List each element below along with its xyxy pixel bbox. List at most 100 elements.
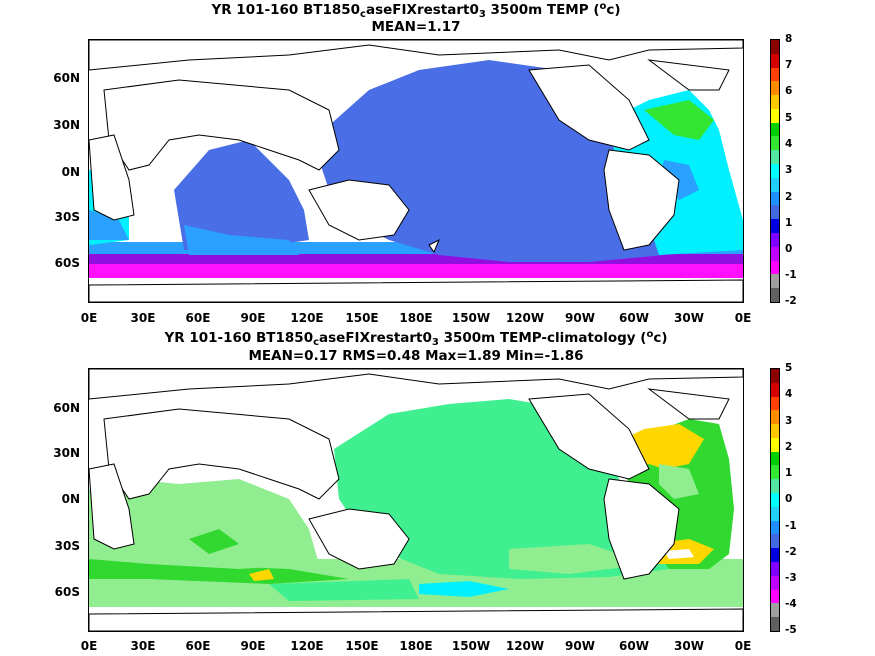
colorbar-segment <box>771 81 779 96</box>
panel2-title-sub2: 3 <box>431 337 439 348</box>
panel2-cbar-label: 3 <box>785 415 793 427</box>
colorbar-segment <box>771 561 779 576</box>
panel2-cbar-label: -2 <box>785 546 797 558</box>
colorbar-segment <box>771 506 779 521</box>
colorbar-segment <box>771 53 779 68</box>
panel2-xtick: 120W <box>505 639 545 653</box>
panel1-xtick: 150W <box>451 311 491 325</box>
panel1-title-post: 3500m TEMP ( <box>485 2 600 18</box>
colorbar-segment <box>771 108 779 123</box>
panel1-ytick-60n: 60N <box>53 71 80 85</box>
panel1-ytick-60s: 60S <box>54 256 80 270</box>
colorbar-segment <box>771 191 779 206</box>
panel2-xtick: 0E <box>734 639 752 653</box>
panel2-xtick: 30E <box>130 639 156 653</box>
colorbar-segment <box>771 575 779 590</box>
panel2-xtick: 120E <box>290 639 324 653</box>
panel1-xtick: 120E <box>290 311 324 325</box>
colorbar-segment <box>771 67 779 82</box>
panel1-cbar-label: 0 <box>785 243 793 255</box>
colorbar-segment <box>771 548 779 562</box>
panel1-title-sub2: 3 <box>478 9 486 20</box>
panel2-title-end: c) <box>653 330 668 346</box>
colorbar-segment <box>771 479 779 494</box>
panel2-xtick: 60E <box>185 639 211 653</box>
panel2-title-mid: aseFIXrestart0 <box>319 330 432 346</box>
panel1-xtick: 0E <box>734 311 752 325</box>
panel2-xtick: 60W <box>619 639 649 653</box>
panel2-ytick-60s: 60S <box>54 585 80 599</box>
panel1-xtick: 60E <box>185 311 211 325</box>
colorbar-segment <box>771 260 779 275</box>
colorbar-segment <box>771 437 779 452</box>
panel1-xtick: 0E <box>80 311 98 325</box>
panel2-cbar-label: 2 <box>785 441 793 453</box>
panel1-cbar-label: 1 <box>785 217 793 229</box>
colorbar-segment <box>771 95 779 109</box>
panel2-cbar-label: 4 <box>785 388 793 400</box>
panel1-map-svg <box>89 40 743 302</box>
colorbar-segment <box>771 617 779 631</box>
panel2-cbar-label: 5 <box>785 362 793 374</box>
panel1-xtick: 60W <box>619 311 649 325</box>
panel1-xtick: 30W <box>674 311 704 325</box>
colorbar-segment <box>771 410 779 425</box>
panel1-cbar-label: 7 <box>785 59 793 71</box>
panel1-xtick: 180E <box>399 311 433 325</box>
panel1-cbar-label: 4 <box>785 138 793 150</box>
colorbar-segment <box>771 274 779 289</box>
panel2-cbar-label: -5 <box>785 624 797 636</box>
panel1-cbar-label: -2 <box>785 295 797 307</box>
panel2-xtick: 90W <box>565 639 595 653</box>
panel1-xtick: 90E <box>240 311 266 325</box>
panel1-xtick: 90W <box>565 311 595 325</box>
panel2-title-text: YR 101-160 BT1850 <box>164 330 314 346</box>
panel2-cbar-label: -3 <box>785 572 797 584</box>
panel1-ytick-0n: 0N <box>61 165 80 179</box>
panel2-colorbar <box>770 368 780 632</box>
panel2-cbar-label: 1 <box>785 467 793 479</box>
colorbar-segment <box>771 424 779 438</box>
panel2-xtick: 150E <box>345 639 379 653</box>
panel2-cbar-label: 0 <box>785 493 793 505</box>
panel1-title-mid: aseFIXrestart0 <box>365 2 479 18</box>
panel2-xtick: 30W <box>674 639 704 653</box>
colorbar-segment <box>771 369 779 383</box>
panel1-cbar-label: 8 <box>785 33 793 45</box>
panel1-title-sub: c <box>360 9 366 20</box>
panel1-title-sup: o <box>599 1 607 12</box>
panel2-title-sub: c <box>313 337 320 348</box>
panel2-title-sup: o <box>646 329 654 340</box>
panel2-map <box>88 368 744 632</box>
panel1-cbar-label: 2 <box>785 191 793 203</box>
panel1-ytick-30s: 30S <box>54 210 80 224</box>
colorbar-segment <box>771 136 779 151</box>
panel1-title-end: c) <box>606 2 621 18</box>
panel2-ytick-30n: 30N <box>53 446 80 460</box>
colorbar-segment <box>771 177 779 192</box>
panel1-ytick-30n: 30N <box>53 118 80 132</box>
panel2-xtick: 90E <box>240 639 266 653</box>
panel2-cbar-label: -1 <box>785 520 797 532</box>
panel1-xtick: 120W <box>505 311 545 325</box>
panel2-stats: MEAN=0.17 RMS=0.48 Max=1.89 Min=-1.86 <box>248 348 584 364</box>
panel1-cbar-label: 6 <box>785 85 793 97</box>
colorbar-segment <box>771 205 779 220</box>
colorbar-segment <box>771 396 779 411</box>
colorbar-segment <box>771 40 779 54</box>
colorbar-segment <box>771 493 779 507</box>
colorbar-segment <box>771 589 779 604</box>
panel2-title: YR 101-160 BT1850caseFIXrestart03 3500m … <box>88 326 744 351</box>
panel2-title-post: 3500m TEMP-climatology ( <box>438 330 647 346</box>
colorbar-segment <box>771 122 779 137</box>
panel2-xtick: 0E <box>80 639 98 653</box>
panel2-ytick-30s: 30S <box>54 539 80 553</box>
panel1-mean: MEAN=1.17 <box>371 19 461 35</box>
colorbar-segment <box>771 150 779 165</box>
panel1-cbar-label: 3 <box>785 164 793 176</box>
colorbar-segment <box>771 603 779 618</box>
colorbar-segment <box>771 288 779 302</box>
panel1-map <box>88 39 744 303</box>
panel1-cbar-label: 5 <box>785 112 793 124</box>
panel1-xtick: 150E <box>345 311 379 325</box>
